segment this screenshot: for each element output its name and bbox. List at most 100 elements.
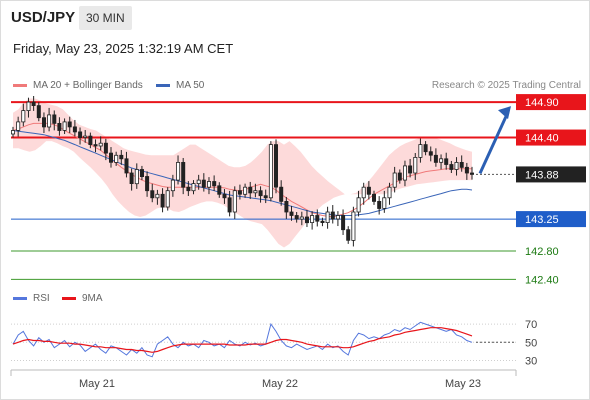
candle-body [284,200,289,213]
pivot-label-3: 143.25 [525,214,559,226]
candle-body [98,142,103,147]
candle-body [248,186,253,194]
candle-body [382,197,387,209]
candle-body [36,105,41,119]
candle-body [165,190,170,208]
candle-body [408,165,413,174]
candle-body [16,121,21,131]
candle-body [227,197,232,213]
timeframe-badge[interactable]: 30 MIN [79,6,132,30]
candle-body [335,215,340,220]
candle-body [346,229,351,241]
rsi-tick-70: 70 [525,319,537,331]
rsi-legend: RSI [13,293,50,304]
candle-body [253,190,258,194]
ma50-legend-label: MA 50 [176,80,205,91]
candle-body [464,166,469,174]
candle-body [366,186,371,195]
candle-body [93,144,98,147]
candle-body [449,164,454,170]
candle-body [232,190,237,213]
candle-body [196,179,201,185]
candle-body [325,211,330,224]
candle-body [47,114,52,128]
candle-body [201,179,206,188]
candle-body [10,130,15,135]
candle-body [320,220,325,223]
candle-body [206,181,211,188]
candle-body [423,144,428,153]
candle-body [351,211,356,241]
time-axis-label: May 22 [262,378,298,390]
candle-body [217,185,222,195]
candle-body [191,183,196,192]
candle-body [402,165,407,181]
ma50-swatch [156,84,170,87]
candle-body [413,156,418,174]
rsi-ma-line [12,327,473,353]
candle-body [273,144,278,188]
last-price-tag [516,166,586,183]
pivot-tag-3 [516,211,586,228]
candle-body [258,190,263,197]
candle-body [119,154,124,160]
timestamp: Friday, May 23, 2025 1:32:19 AM CET [13,41,234,56]
candle-body [439,158,444,163]
candle-body [310,215,315,223]
candle-body [212,181,217,187]
candle-body [418,144,423,158]
candle-body [62,121,67,131]
candle-body [299,216,304,220]
candle-body [356,197,361,213]
candle-body [361,186,366,199]
header-bar: USD/JPY 30 MIN [0,0,590,36]
resistance-tag-0 [516,94,586,111]
candle-body [155,193,160,199]
last-price-label: 143.88 [525,169,559,181]
ma20-swatch [13,84,27,87]
forecast-arrow-shaft [478,111,510,175]
candle-body [263,195,268,199]
ma20-legend-label: MA 20 + Bollinger Bands [33,80,143,91]
candle-body [341,215,346,231]
ma50-legend: MA 50 [156,80,204,91]
candle-body [371,193,376,202]
candle-body [222,193,227,199]
candle-body [268,144,273,199]
candle-body [444,158,449,165]
candle-body [78,131,83,138]
candle-body [377,200,382,209]
rsi-legend-label: RSI [33,293,50,304]
candle-body [57,123,62,131]
candle-body [433,154,438,163]
candle-body [315,215,320,222]
candle-body [88,135,93,146]
candle-body [428,151,433,156]
candle-body [181,161,186,188]
candle-body [170,179,175,192]
candle-body [454,161,459,170]
rsi-tick-30: 30 [525,355,537,367]
credit-text: Research © 2025 Trading Central [431,80,581,91]
ma50-line [12,130,473,216]
candle-body [139,169,144,177]
rsi-ma-swatch [62,297,76,300]
candle-body [124,158,129,174]
candle-body [176,161,181,181]
candle-body [83,135,88,138]
rsi-ma-legend-label: 9MA [82,293,103,304]
time-axis-label: May 21 [79,378,115,390]
candle-body [279,186,284,202]
candle-body [114,154,119,163]
candle-body [392,172,397,188]
rsi-ma-legend: 9MA [62,293,103,304]
support-label-5: 142.40 [525,274,559,286]
candle-body [397,172,402,181]
support-label-4: 142.80 [525,246,559,258]
candle-body [160,193,165,208]
candle-body [469,172,474,175]
candle-body [289,211,294,216]
rsi-line [12,321,473,358]
candle-body [186,186,191,192]
